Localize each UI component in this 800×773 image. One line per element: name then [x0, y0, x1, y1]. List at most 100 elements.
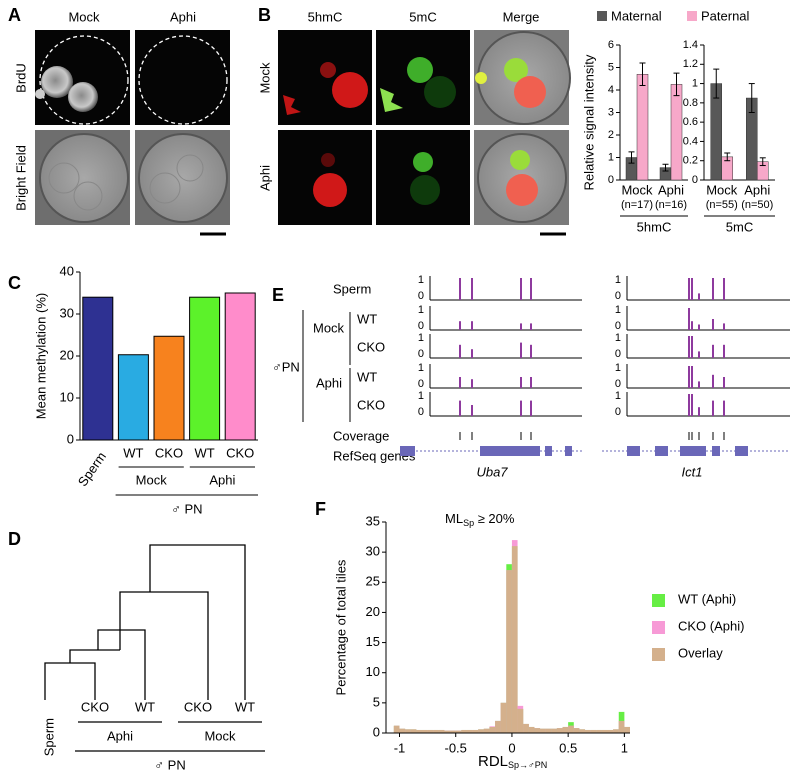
xlabel-part: RDL — [478, 753, 508, 770]
overlay-bar — [399, 728, 406, 733]
supergroup-label: ♂ PN — [171, 501, 202, 516]
overlay-bar — [545, 728, 552, 733]
bar — [153, 335, 185, 441]
track-tick-label: 0 — [615, 290, 621, 302]
group-label: Aphi — [209, 472, 235, 487]
y-tick-label: 0 — [608, 174, 614, 186]
y-tick-label: 0 — [67, 431, 74, 446]
track-label: WT — [357, 369, 377, 384]
exon — [680, 446, 706, 456]
exon — [565, 446, 572, 456]
track-label: WT — [357, 311, 377, 326]
overlay-bar — [601, 729, 608, 733]
y-tick-label: 5 — [373, 694, 380, 709]
y-tick-label: 40 — [60, 263, 74, 278]
leaf-label: CKO — [81, 699, 109, 714]
overlay-bar — [421, 729, 428, 733]
overlay-bar — [624, 726, 630, 733]
legend-label: Maternal — [611, 8, 662, 23]
y-tick-label: 5 — [608, 61, 614, 73]
y-tick-label: 30 — [366, 544, 380, 559]
overlay-bar — [556, 728, 563, 733]
supergroup-label: ♂PN — [272, 359, 300, 374]
overlay-bar — [450, 730, 456, 733]
x-tick-label: CKO — [155, 445, 183, 460]
overlay-bar — [613, 729, 619, 733]
overlay-bar — [618, 720, 625, 733]
row-header: Aphi — [257, 165, 272, 191]
error-bar — [639, 62, 646, 86]
legend-swatch — [652, 648, 665, 661]
legend-swatch — [652, 621, 665, 634]
track-label: CKO — [357, 397, 385, 412]
leaf-label: WT — [235, 699, 255, 714]
track-tick-label: 0 — [418, 320, 424, 332]
panel-letter: D — [8, 529, 21, 549]
overlay-bar — [444, 730, 451, 733]
track-tick-label: 1 — [615, 362, 621, 374]
error-bar — [662, 163, 669, 172]
group-label: Mock — [204, 728, 236, 743]
xlabel-sub: Sp→♂PN — [508, 760, 547, 770]
title-part: ≥ 20% — [474, 511, 515, 526]
overlay-bar — [517, 708, 524, 733]
error-bar — [673, 72, 680, 97]
bar — [636, 74, 649, 181]
y-tick-label: 0.2 — [683, 155, 698, 167]
y-tick-label: 20 — [366, 604, 380, 619]
error-bar — [724, 152, 731, 162]
overlay-bar — [568, 725, 574, 733]
overlay-bar — [438, 729, 445, 733]
column-header: Merge — [503, 9, 540, 24]
x-axis-label: 5hmC — [637, 219, 672, 234]
overlay-bar — [416, 729, 422, 733]
overlay-bar — [562, 726, 569, 733]
leaf-label: CKO — [184, 699, 212, 714]
legend-swatch — [597, 11, 607, 21]
exon — [545, 446, 552, 456]
overlay-bar — [528, 726, 535, 733]
group-label: Aphi — [107, 728, 133, 743]
row-header: Mock — [257, 62, 272, 94]
title-sub: Sp — [463, 518, 474, 528]
x-tick-label: WT — [194, 445, 214, 460]
track-tick-label: 1 — [418, 332, 424, 344]
track-tick-label: 0 — [615, 320, 621, 332]
title-part: ML — [445, 511, 463, 526]
x-tick-label: 0 — [508, 740, 515, 755]
category-note: (n=17) — [621, 199, 653, 211]
row-header: Bright Field — [13, 145, 28, 211]
x-tick-label: Aphi — [744, 182, 770, 197]
y-axis-label: Mean methylation (%) — [33, 293, 48, 419]
y-tick-label: 20 — [60, 347, 74, 362]
x-tick-label: 1 — [621, 740, 628, 755]
row-header: BrdU — [13, 63, 28, 93]
x-axis-label: 5mC — [726, 219, 753, 234]
y-tick-label: 6 — [608, 39, 614, 51]
exon — [712, 446, 720, 456]
overlay-bar — [495, 720, 501, 733]
overlay-bar — [405, 729, 411, 733]
x-tick-label: 0.5 — [559, 740, 577, 755]
track-tick-label: 0 — [418, 290, 424, 302]
group-label: Mock — [136, 472, 168, 487]
overlay-bar — [607, 729, 614, 733]
column-header: 5hmC — [308, 9, 343, 24]
overlay-bar — [506, 570, 512, 733]
supergroup-label: ♂ PN — [154, 757, 185, 772]
y-tick-label: 1.2 — [683, 58, 698, 70]
error-bar — [628, 151, 635, 164]
overlay-bar — [483, 728, 490, 733]
exon — [735, 446, 748, 456]
gene-name: Uba7 — [476, 464, 508, 479]
legend-label: Paternal — [701, 8, 750, 23]
y-tick-label: 30 — [60, 305, 74, 320]
bar — [189, 296, 221, 441]
panel-letter: B — [258, 5, 271, 25]
overlay-bar — [534, 728, 541, 733]
panel-a-images — [35, 30, 230, 236]
refseq-label: RefSeq genes — [333, 448, 416, 463]
overlay-bar — [590, 729, 597, 733]
overlay-bar — [466, 729, 473, 733]
overlay-bar — [455, 730, 462, 733]
